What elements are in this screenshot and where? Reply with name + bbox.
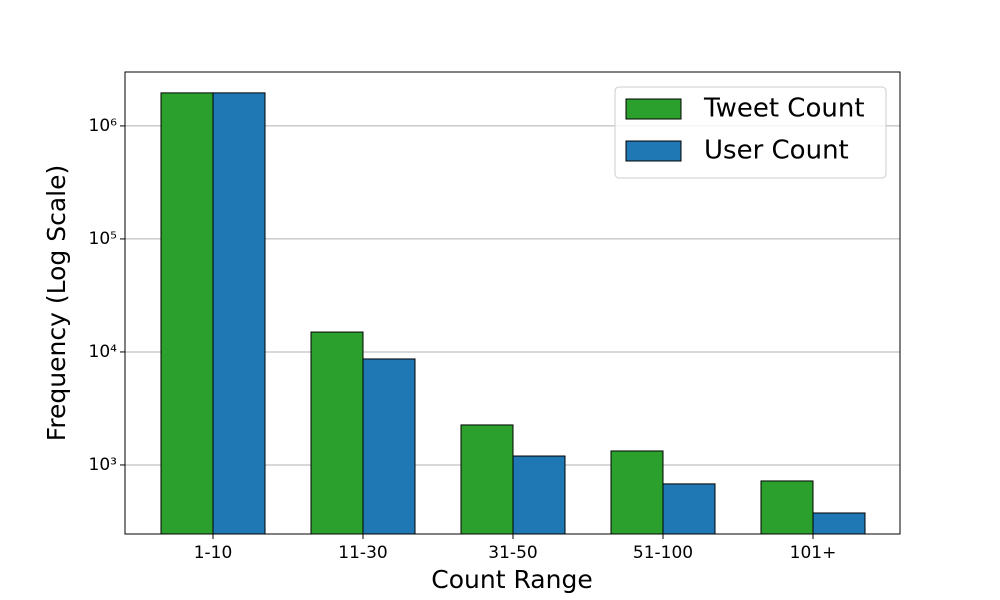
y-tick-label: 10³: [89, 455, 117, 475]
x-tick-label: 1-10: [194, 543, 233, 563]
bar: [610, 450, 664, 535]
bar: [160, 92, 214, 535]
x-tick-label: 31-50: [488, 543, 537, 563]
x-tick-label: 51-100: [633, 543, 693, 563]
legend-label: User Count: [704, 136, 849, 166]
y-tick-label: 10⁵: [89, 229, 117, 249]
bar: [760, 480, 814, 535]
bar: [460, 424, 514, 535]
legend-swatch: [625, 98, 682, 120]
legend-box: [614, 86, 887, 179]
bar: [212, 92, 266, 535]
bar: [512, 455, 566, 535]
legend-swatch: [625, 140, 682, 162]
x-tick-label: 101+: [790, 543, 837, 563]
bar: [362, 358, 416, 535]
bar: [310, 331, 364, 535]
y-tick-label: 10⁶: [89, 116, 118, 136]
bar: [812, 512, 866, 535]
legend-label: Tweet Count: [703, 94, 865, 124]
x-tick-label: 11-30: [338, 543, 387, 563]
bar: [662, 483, 716, 535]
plot-frame: [124, 71, 901, 535]
y-axis-label: Frequency (Log Scale): [42, 165, 71, 441]
x-axis-label: Count Range: [431, 565, 592, 594]
y-tick-label: 10⁴: [89, 342, 118, 362]
